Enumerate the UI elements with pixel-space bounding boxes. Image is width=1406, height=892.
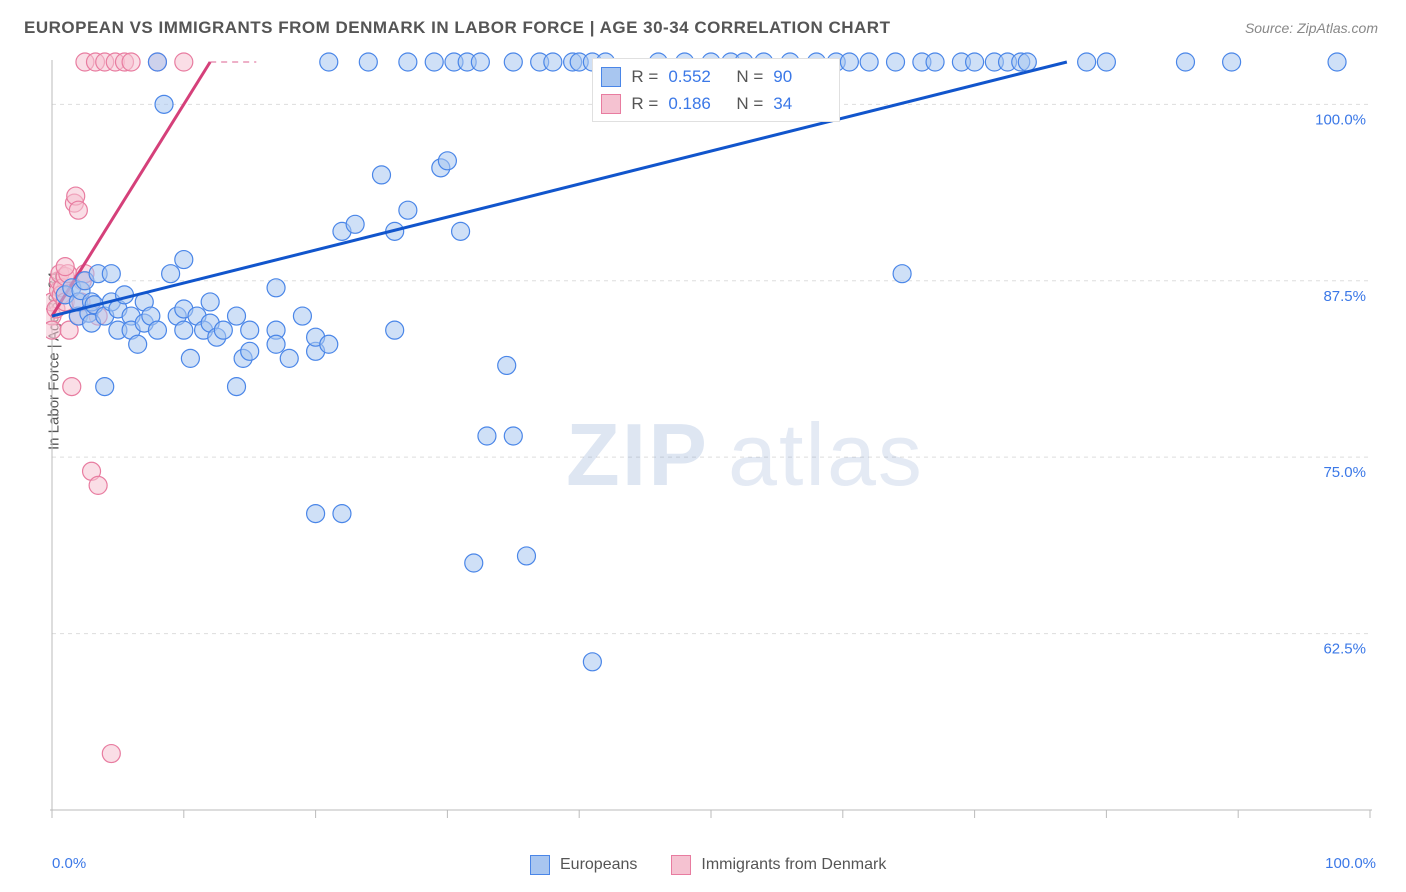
data-point-blue	[175, 321, 193, 339]
data-point-blue	[386, 321, 404, 339]
data-point-blue	[893, 265, 911, 283]
data-point-blue	[359, 53, 377, 71]
data-point-blue	[926, 53, 944, 71]
data-point-blue	[887, 53, 905, 71]
data-point-blue	[267, 335, 285, 353]
data-point-blue	[148, 53, 166, 71]
data-point-blue	[241, 342, 259, 360]
legend-swatch	[530, 855, 550, 875]
data-point-blue	[471, 53, 489, 71]
legend-n-value: 90	[773, 63, 831, 90]
data-point-blue	[333, 505, 351, 523]
data-point-blue	[1078, 53, 1096, 71]
legend-row: R = 0.186 N = 34	[601, 90, 831, 117]
data-point-blue	[860, 53, 878, 71]
data-point-blue	[129, 335, 147, 353]
legend-r-value: 0.186	[668, 90, 726, 117]
legend-r-label: R =	[631, 63, 658, 90]
data-point-blue	[320, 53, 338, 71]
series-legend: Europeans Immigrants from Denmark	[530, 855, 910, 875]
legend-swatch	[601, 94, 621, 114]
data-point-pink	[63, 378, 81, 396]
data-point-blue	[399, 201, 417, 219]
data-point-pink	[89, 476, 107, 494]
data-point-blue	[307, 505, 325, 523]
data-point-blue	[1223, 53, 1241, 71]
data-point-blue	[1328, 53, 1346, 71]
legend-series-label: Europeans	[560, 856, 637, 874]
data-point-blue	[966, 53, 984, 71]
data-point-blue	[280, 349, 298, 367]
data-point-blue	[293, 307, 311, 325]
data-point-pink	[46, 321, 61, 339]
data-point-blue	[425, 53, 443, 71]
legend-row: R = 0.552 N = 90	[601, 63, 831, 90]
chart-area: In Labor Force | Age 30-34 62.5%75.0%87.…	[46, 50, 1376, 842]
x-axis-max-label: 100.0%	[1325, 855, 1376, 872]
data-point-pink	[122, 53, 140, 71]
data-point-blue	[214, 321, 232, 339]
legend-swatch	[671, 855, 691, 875]
data-point-blue	[373, 166, 391, 184]
correlation-legend: R = 0.552 N = 90 R = 0.186 N = 34	[592, 58, 840, 122]
data-point-pink	[102, 745, 120, 763]
legend-r-label: R =	[631, 90, 658, 117]
data-point-blue	[504, 53, 522, 71]
chart-source: Source: ZipAtlas.com	[1245, 20, 1378, 36]
data-point-blue	[399, 53, 417, 71]
data-point-blue	[504, 427, 522, 445]
data-point-blue	[438, 152, 456, 170]
data-point-blue	[267, 279, 285, 297]
data-point-blue	[201, 293, 219, 311]
chart-title: EUROPEAN VS IMMIGRANTS FROM DENMARK IN L…	[24, 18, 890, 38]
data-point-blue	[1097, 53, 1115, 71]
data-point-pink	[56, 258, 74, 276]
data-point-blue	[840, 53, 858, 71]
data-point-pink	[69, 201, 87, 219]
legend-n-label: N =	[736, 90, 763, 117]
data-point-blue	[162, 265, 180, 283]
y-tick-label: 75.0%	[1323, 464, 1366, 481]
data-point-blue	[96, 378, 114, 396]
data-point-blue	[478, 427, 496, 445]
data-point-blue	[241, 321, 259, 339]
data-point-blue	[498, 356, 516, 374]
legend-swatch	[601, 67, 621, 87]
y-tick-label: 87.5%	[1323, 288, 1366, 305]
data-point-blue	[1018, 53, 1036, 71]
data-point-blue	[102, 265, 120, 283]
data-point-blue	[181, 349, 199, 367]
data-point-blue	[320, 335, 338, 353]
legend-n-value: 34	[773, 90, 831, 117]
data-point-blue	[155, 95, 173, 113]
x-axis-min-label: 0.0%	[52, 855, 86, 872]
data-point-blue	[583, 653, 601, 671]
data-point-blue	[175, 251, 193, 269]
legend-series-label: Immigrants from Denmark	[701, 856, 886, 874]
y-tick-label: 62.5%	[1323, 641, 1366, 658]
data-point-blue	[1176, 53, 1194, 71]
data-point-blue	[544, 53, 562, 71]
data-point-blue	[148, 321, 166, 339]
legend-n-label: N =	[736, 63, 763, 90]
data-point-blue	[452, 222, 470, 240]
legend-r-value: 0.552	[668, 63, 726, 90]
data-point-blue	[465, 554, 483, 572]
y-tick-label: 100.0%	[1315, 111, 1366, 128]
data-point-pink	[175, 53, 193, 71]
scatter-plot: 62.5% 75.0% 87.5% 100.0%	[46, 50, 1376, 842]
data-point-blue	[346, 215, 364, 233]
data-point-blue	[228, 307, 246, 325]
data-point-blue	[517, 547, 535, 565]
data-point-blue	[228, 378, 246, 396]
